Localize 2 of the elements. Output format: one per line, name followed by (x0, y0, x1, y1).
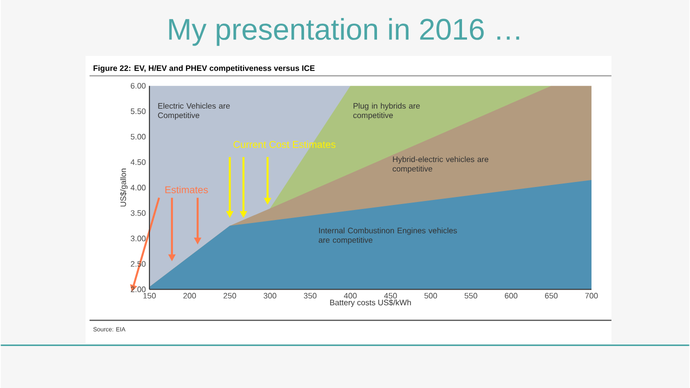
chart-title: My presentation in 2016 … (169, 18, 520, 46)
annotation: Estimates (165, 186, 208, 194)
